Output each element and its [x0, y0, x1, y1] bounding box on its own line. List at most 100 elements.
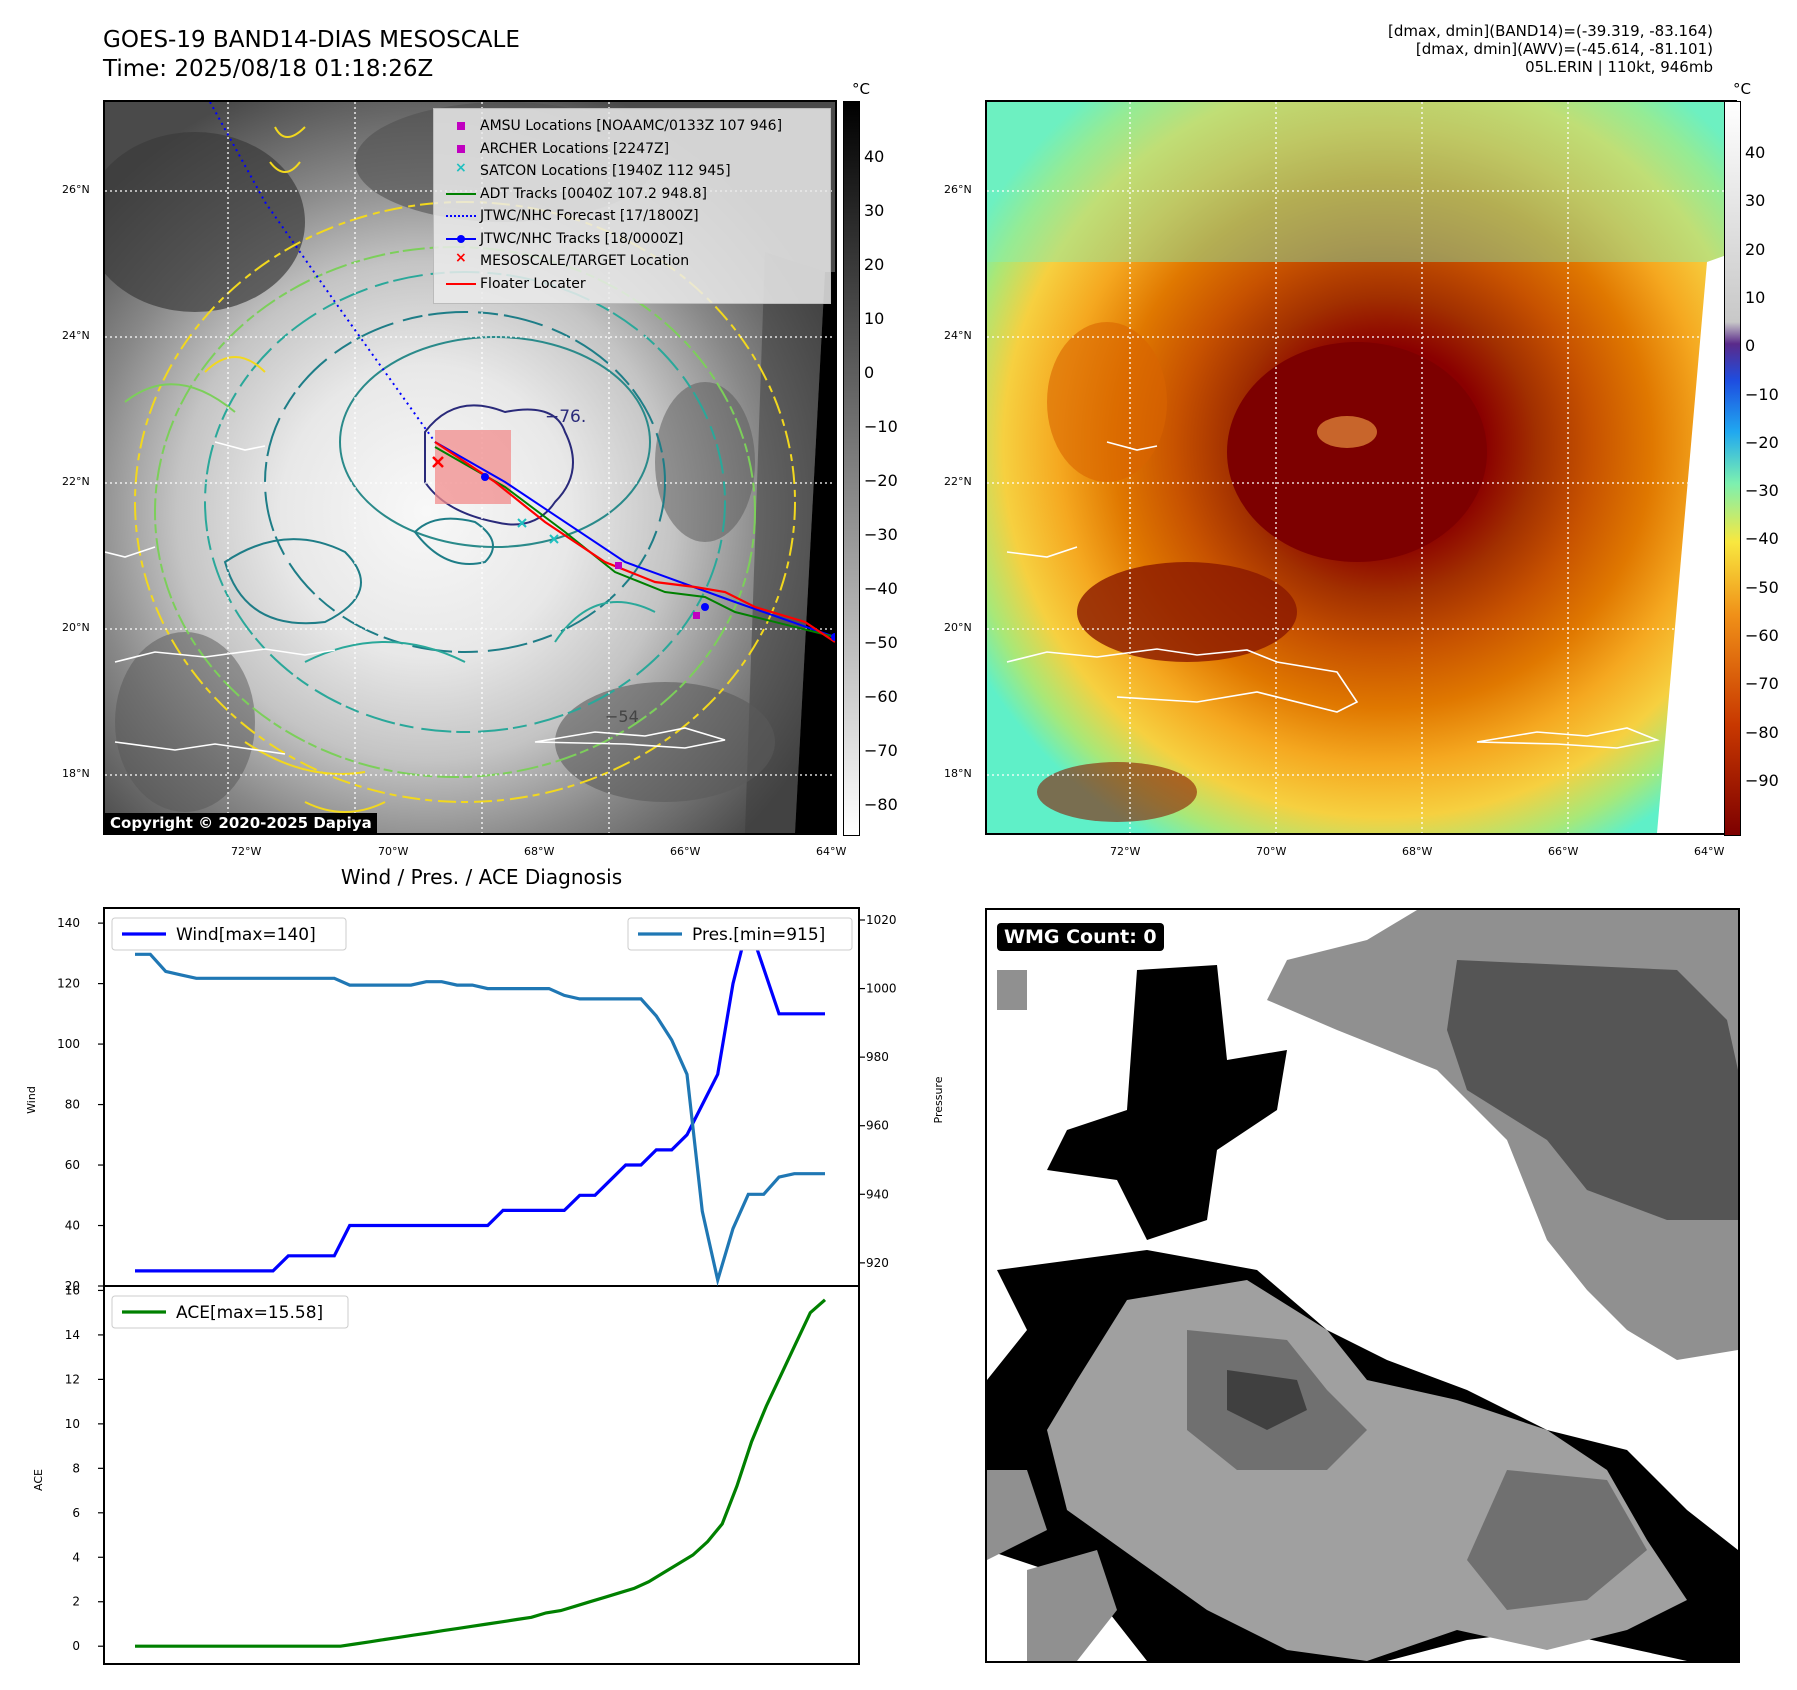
wind-series-line: [135, 917, 825, 1273]
copyright-label: Copyright © 2020-2025 Dapiya: [105, 813, 377, 833]
legend-item: × MESOSCALE/TARGET Location: [442, 250, 822, 273]
ir-map-panel: −76. −54 AMSU Locations [NOAAMC/0133Z 10…: [103, 100, 837, 835]
wind-pres-axes: [103, 907, 860, 1287]
diagnosis-title: Wind / Pres. / ACE Diagnosis: [340, 865, 623, 889]
axis-tick-label: 6: [72, 1506, 80, 1520]
legend-label: MESOSCALE/TARGET Location: [480, 253, 690, 270]
colorbar-tick-label: −20: [864, 471, 898, 490]
lon-tick: 64°W: [816, 845, 847, 858]
ace-axes: [103, 1285, 860, 1665]
legend-item: JTWC/NHC Forecast [17/1800Z]: [442, 205, 822, 228]
lat-tick: 20°N: [62, 621, 90, 634]
axis-tick-label: 14: [65, 1328, 80, 1342]
axis-tick-label: 4: [72, 1550, 80, 1564]
colorbar-tick-label: −80: [864, 795, 898, 814]
colorbar-right-unit: °C: [1733, 80, 1751, 98]
lat-tick: 20°N: [944, 621, 972, 634]
colorbar-tick-label: −30: [1745, 481, 1779, 501]
axis-tick-label: 920: [866, 1256, 889, 1270]
lat-tick: 26°N: [944, 183, 972, 196]
axis-tick-label: 1000: [866, 982, 897, 996]
legend-marker-icon: [442, 209, 480, 223]
lon-tick: 72°W: [231, 845, 262, 858]
legend-marker-icon: [442, 142, 480, 156]
legend-item: ADT Tracks [0040Z 107.2 948.8]: [442, 183, 822, 206]
plot-title: GOES-19 BAND14-DIAS MESOSCALE: [103, 26, 520, 54]
legend-item: ARCHER Locations [2247Z]: [442, 138, 822, 161]
colorbar-tick-label: 20: [864, 255, 885, 274]
plot-time: Time: 2025/08/18 01:18:26Z: [103, 55, 433, 83]
colorbar-tick-label: −20: [1745, 432, 1779, 452]
colorbar-tick-label: 30: [1745, 191, 1766, 211]
lat-tick: 22°N: [62, 475, 90, 488]
legend-label: SATCON Locations [1940Z 112 945]: [480, 163, 731, 180]
enhanced-ir-image: [987, 102, 1735, 833]
axis-tick-label: 8: [72, 1461, 80, 1475]
axis-tick-label: 60: [65, 1158, 80, 1172]
colorbar-left: [843, 101, 860, 836]
colorbar-tick-label: 0: [1745, 336, 1756, 356]
legend-marker-icon: ×: [455, 160, 467, 177]
colorbar-tick-label: 40: [1745, 143, 1766, 162]
contour-label-2: −54: [605, 707, 639, 726]
colorbar-tick-label: 20: [1745, 239, 1766, 259]
colorbar-tick-label: −50: [864, 633, 898, 652]
axis-tick-label: 10: [65, 1417, 80, 1431]
lat-tick: 24°N: [62, 329, 90, 342]
wmg-count-label: WMG Count: 0: [997, 923, 1164, 951]
title-line-1: GOES-19 BAND14-DIAS MESOSCALE: [103, 27, 520, 53]
legend-marker-icon: [442, 277, 480, 291]
map-legend: AMSU Locations [NOAAMC/0133Z 107 946] ARC…: [433, 108, 831, 304]
legend-label: JTWC/NHC Forecast [17/1800Z]: [480, 208, 699, 225]
colorbar-tick-label: −80: [1745, 722, 1779, 742]
contour-label-1: −76.: [545, 407, 586, 427]
colorbar-tick-label: 10: [864, 309, 885, 328]
colorbar-tick-label: −40: [1745, 529, 1779, 549]
colorbar-tick-label: −30: [864, 525, 898, 544]
legend-marker-icon: [442, 187, 480, 201]
colorbar-tick-label: −60: [1745, 626, 1779, 646]
pressure-series-line: [135, 952, 825, 1287]
legend-item: × SATCON Locations [1940Z 112 945]: [442, 160, 822, 183]
colorbar-tick-label: −50: [1745, 577, 1779, 597]
axis-tick-label: 140: [57, 916, 80, 930]
legend-item: AMSU Locations [NOAAMC/0133Z 107 946]: [442, 115, 822, 138]
wmg-image: [987, 910, 1738, 1661]
colorbar-tick-label: 40: [864, 147, 885, 166]
axis-tick-label: 980: [866, 1050, 889, 1064]
wind-axis-label: Wind: [25, 1086, 38, 1114]
colorbar-tick-label: 30: [864, 201, 885, 220]
ace-series-line: [135, 1298, 827, 1648]
colorbar-tick-label: 0: [864, 363, 875, 382]
lon-tick: 66°W: [1548, 845, 1579, 858]
colorbar-left-unit: °C: [852, 80, 870, 98]
title-line-2: Time: 2025/08/18 01:18:26Z: [103, 56, 434, 82]
storm-meta: [dmax, dmin](BAND14)=(-39.319, -83.164) …: [1013, 22, 1713, 76]
wind-legend-label: Wind[max=140]: [176, 925, 316, 945]
legend-marker-icon: ×: [455, 250, 467, 267]
lat-tick: 18°N: [62, 767, 90, 780]
legend-label: AMSU Locations [NOAAMC/0133Z 107 946]: [480, 118, 783, 135]
colorbar-tick-label: −10: [1745, 384, 1779, 404]
axis-tick-label: 2: [72, 1595, 80, 1609]
legend-label: ARCHER Locations [2247Z]: [480, 140, 670, 157]
legend-item: Floater Locater: [442, 273, 822, 296]
lon-tick: 70°W: [1256, 845, 1287, 858]
axis-tick-label: 1020: [866, 913, 897, 927]
colorbar-tick-label: −10: [864, 417, 898, 436]
lon-tick: 68°W: [524, 845, 555, 858]
enhanced-ir-panel: [985, 100, 1737, 835]
meta-storm: 05L.ERIN | 110kt, 946mb: [1525, 58, 1713, 76]
axis-tick-label: 16: [65, 1283, 80, 1297]
legend-item: JTWC/NHC Tracks [18/0000Z]: [442, 228, 822, 251]
lon-tick: 68°W: [1402, 845, 1433, 858]
legend-label: ADT Tracks [0040Z 107.2 948.8]: [480, 185, 707, 202]
lon-tick: 70°W: [378, 845, 409, 858]
pressure-axis-label: Pressure: [932, 1076, 945, 1123]
lon-tick: 66°W: [670, 845, 701, 858]
legend-marker-icon: [442, 232, 480, 246]
colorbar-tick-label: −40: [864, 579, 898, 598]
colorbar-tick-label: 10: [1745, 287, 1766, 307]
axis-tick-label: 100: [57, 1037, 80, 1051]
